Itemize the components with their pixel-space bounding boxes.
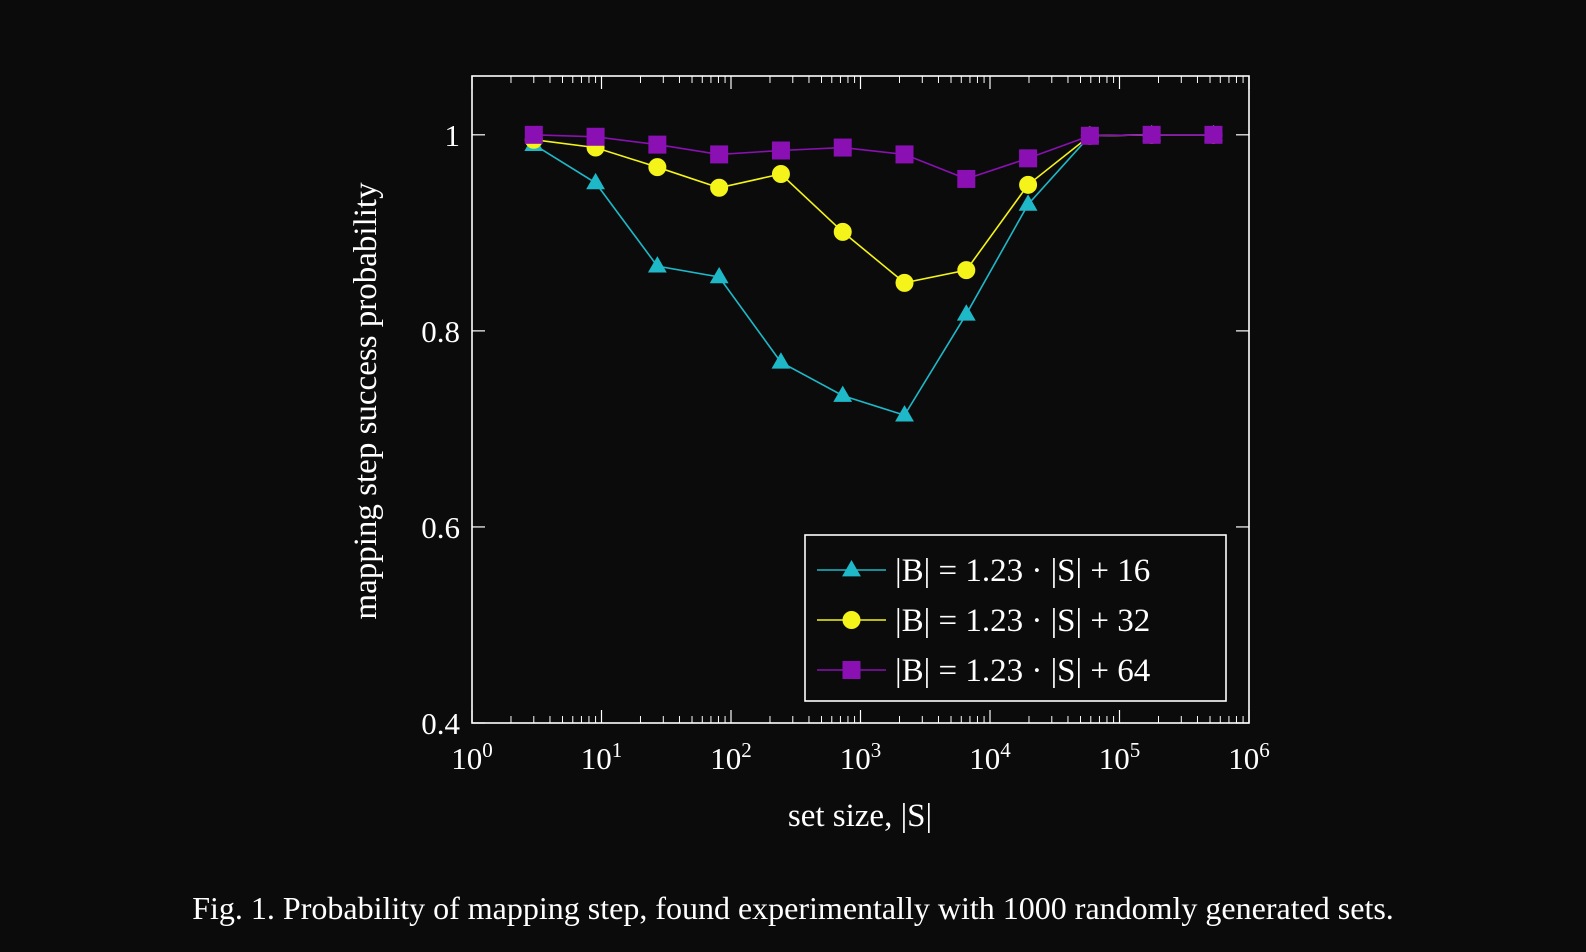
legend: |B| = 1.23 · |S| + 16 |B| = 1.23 · |S| + … <box>804 534 1227 702</box>
x-tick-label-base: 10 <box>451 741 482 776</box>
legend-label: |B| = 1.23 · |S| + 32 <box>895 603 1150 639</box>
x-tick-label-base: 10 <box>710 741 741 776</box>
data-point-triangle <box>586 172 605 190</box>
y-tick-label: 0.6 <box>421 510 460 545</box>
x-tick-label: 102 <box>710 738 752 776</box>
x-tick-label-base: 10 <box>1228 741 1259 776</box>
x-tick-label: 100 <box>451 738 493 776</box>
data-point-square <box>895 145 914 164</box>
data-point-triangle <box>956 304 976 321</box>
data-point-square <box>710 145 729 164</box>
legend-entry: |B| = 1.23 · |S| + 32 <box>817 603 1150 639</box>
x-tick-label-base: 10 <box>969 741 1000 776</box>
x-tick-label: 101 <box>581 738 623 776</box>
data-point-triangle <box>842 559 861 577</box>
major-ticks <box>471 76 1250 724</box>
data-point-triangle <box>833 385 853 402</box>
data-point-square <box>1019 149 1038 168</box>
data-point-circle <box>771 165 790 184</box>
x-tick-label: 103 <box>840 738 882 776</box>
x-tick-label-exponent: 2 <box>741 738 752 762</box>
data-point-triangle <box>709 266 729 284</box>
legend-label: |B| = 1.23 · |S| + 16 <box>895 553 1150 589</box>
legend-entry: |B| = 1.23 · |S| + 64 <box>817 653 1150 689</box>
legend-box <box>804 534 1227 702</box>
x-tick-label-exponent: 1 <box>612 738 623 762</box>
y-tick-label: 0.8 <box>421 314 460 349</box>
series-line <box>533 134 1214 417</box>
data-point-square <box>586 127 605 146</box>
x-tick-label: 106 <box>1228 738 1270 776</box>
series-line <box>533 134 1214 180</box>
y-axis-label: mapping step success probability <box>348 182 384 620</box>
data-point-circle <box>833 222 852 241</box>
data-point-square <box>524 125 543 144</box>
x-tick-label-exponent: 6 <box>1259 738 1270 762</box>
legend-entry: |B| = 1.23 · |S| + 16 <box>817 553 1150 589</box>
data-point-circle <box>1019 175 1038 194</box>
data-point-square <box>771 141 790 160</box>
data-point-triangle <box>1018 194 1038 211</box>
data-point-square <box>833 138 852 157</box>
minor-ticks <box>510 76 1244 723</box>
x-tick-label-exponent: 3 <box>871 738 882 762</box>
data-point-triangle <box>647 256 667 273</box>
x-axis-label: set size, |S| <box>788 798 932 834</box>
legend-entries: |B| = 1.23 · |S| + 16 |B| = 1.23 · |S| + … <box>817 553 1150 689</box>
series-layer <box>524 124 1223 422</box>
x-tick-label-exponent: 4 <box>1000 738 1011 762</box>
series-1 <box>524 124 1223 422</box>
data-point-triangle <box>895 405 914 422</box>
x-tick-labels: 100 101 102 103 104 105 106 <box>451 738 1270 776</box>
x-tick-label: 105 <box>1099 738 1141 776</box>
figure-caption: Fig. 1. Probability of mapping step, fou… <box>192 890 1394 926</box>
data-point-circle <box>895 273 914 292</box>
data-point-circle <box>648 158 667 177</box>
x-tick-label-base: 10 <box>581 741 612 776</box>
y-tick-labels: 0.4 0.6 0.8 1 <box>421 118 460 741</box>
data-point-square <box>1080 126 1099 145</box>
x-tick-label-exponent: 5 <box>1130 738 1141 762</box>
x-tick-label-base: 10 <box>1099 741 1130 776</box>
data-point-square <box>648 135 667 154</box>
y-tick-label: 0.4 <box>421 706 460 741</box>
data-point-square <box>957 169 976 188</box>
x-tick-label-base: 10 <box>840 741 871 776</box>
data-point-circle <box>842 611 861 629</box>
x-tick-label: 104 <box>969 738 1011 776</box>
data-point-circle <box>957 261 976 280</box>
legend-label: |B| = 1.23 · |S| + 64 <box>895 653 1150 689</box>
series-3 <box>524 125 1223 188</box>
series-line <box>533 134 1214 284</box>
data-point-square <box>842 661 861 679</box>
data-point-square <box>1142 125 1161 144</box>
x-tick-label-exponent: 0 <box>482 738 493 762</box>
data-point-triangle <box>771 352 791 369</box>
data-point-square <box>1204 125 1223 144</box>
y-tick-label: 1 <box>445 118 461 153</box>
data-point-circle <box>710 178 729 197</box>
